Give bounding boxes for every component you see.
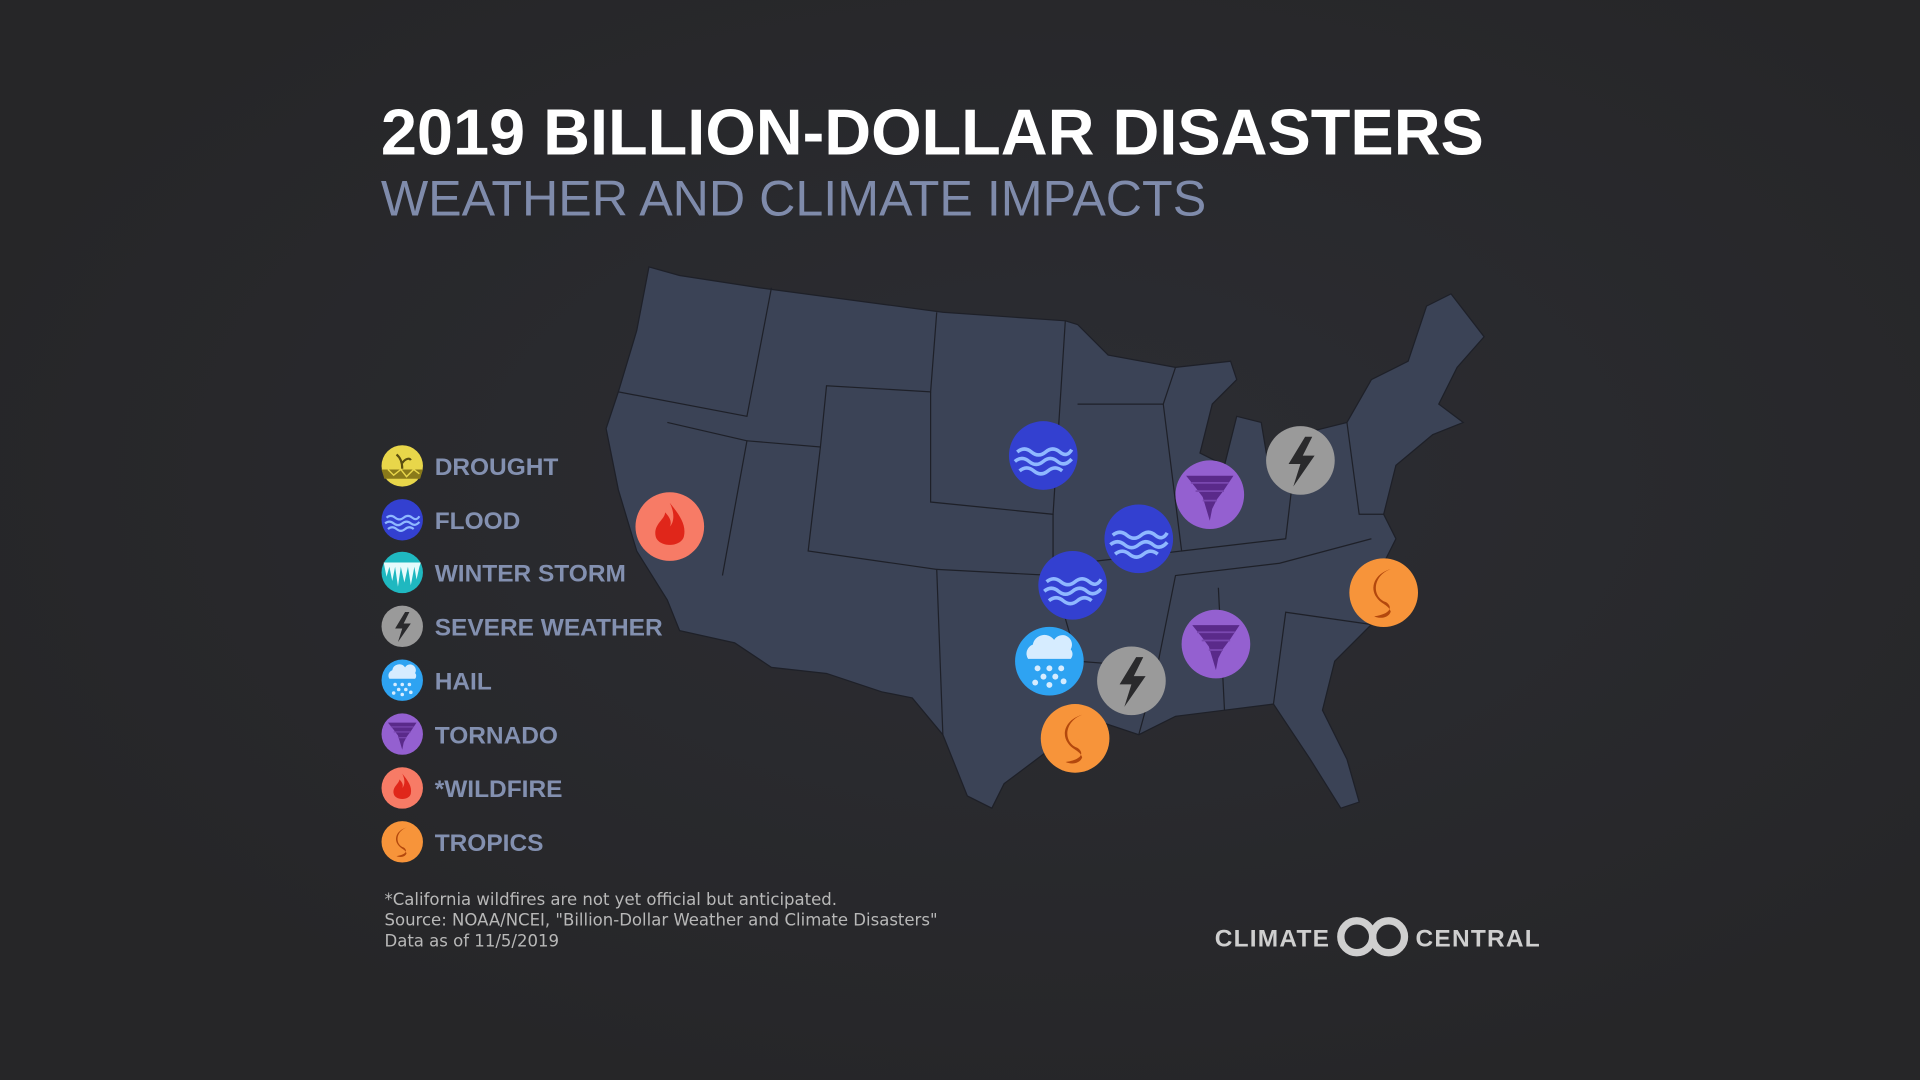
legend-label: DROUGHT <box>435 454 559 481</box>
tornado-icon <box>380 712 424 756</box>
logo-text-left: CLIMATE <box>1215 926 1331 953</box>
legend-item-flood: FLOOD <box>380 498 521 542</box>
state-borders <box>618 287 1384 735</box>
legend-label: TROPICS <box>435 830 544 857</box>
severe-weather-marker-icon <box>1097 646 1166 716</box>
legend-item-tornado: TORNADO <box>380 712 558 756</box>
footnote-wildfire: *California wildfires are not yet offici… <box>384 890 837 909</box>
climate-central-logo: CLIMATE CENTRAL <box>1215 917 1541 957</box>
tornado-marker-icon <box>1180 608 1252 680</box>
page-title: 2019 BILLION-DOLLAR DISASTERS <box>381 95 1484 168</box>
flood-marker-icon <box>1103 503 1175 575</box>
flood-marker-icon <box>1007 420 1079 492</box>
legend: DROUGHT FLOOD WINTER STORM SEVERE WEATHE… <box>380 444 663 863</box>
legend-item-severe-weather: SEVERE WEATHER <box>381 605 663 648</box>
legend-label: WINTER STORM <box>435 561 626 588</box>
severe-weather-marker-icon <box>1266 426 1335 495</box>
footnote: *California wildfires are not yet offici… <box>384 890 937 951</box>
wildfire-marker-icon <box>635 492 705 561</box>
hail-icon <box>381 659 423 701</box>
logo-rings-icon <box>1337 917 1409 957</box>
fire-icon <box>381 767 423 809</box>
tropics-marker-icon <box>1040 704 1110 773</box>
legend-label: SEVERE WEATHER <box>435 615 663 642</box>
legend-item-winter-storm: WINTER STORM <box>381 551 626 594</box>
legend-label: *WILDFIRE <box>435 776 563 803</box>
legend-item-wildfire: *WILDFIRE <box>381 767 563 809</box>
winter-storm-icon <box>381 551 423 594</box>
tropics-marker-icon <box>1349 558 1418 627</box>
flood-marker-icon <box>1037 549 1109 621</box>
us-map <box>605 266 1485 809</box>
legend-label: FLOOD <box>435 508 521 535</box>
drought-icon <box>380 444 424 488</box>
footnote-source: Source: NOAA/NCEI, "Billion-Dollar Weath… <box>384 911 937 930</box>
lightning-icon <box>381 605 423 648</box>
legend-item-tropics: TROPICS <box>381 821 544 863</box>
legend-label: HAIL <box>435 668 492 695</box>
hail-marker-icon <box>1015 626 1084 696</box>
legend-item-hail: HAIL <box>381 659 492 701</box>
tornado-marker-icon <box>1174 459 1246 530</box>
hurricane-icon <box>381 821 423 863</box>
logo-text-right: CENTRAL <box>1416 926 1541 953</box>
legend-label: TORNADO <box>435 722 558 749</box>
footnote-date: Data as of 11/5/2019 <box>384 932 559 951</box>
page-subtitle: WEATHER AND CLIMATE IMPACTS <box>381 171 1206 227</box>
legend-item-drought: DROUGHT <box>380 444 559 488</box>
flood-icon <box>380 498 424 542</box>
